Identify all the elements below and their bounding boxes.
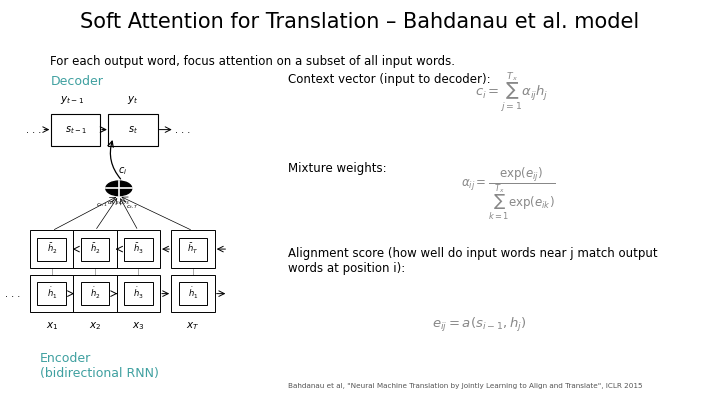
FancyBboxPatch shape	[179, 237, 207, 261]
Text: $x_1$: $x_1$	[45, 320, 58, 332]
FancyBboxPatch shape	[30, 275, 73, 312]
Text: $y_{t-1}$: $y_{t-1}$	[60, 94, 84, 107]
Text: $x_3$: $x_3$	[132, 320, 145, 332]
Text: $c_{t,T}$: $c_{t,T}$	[127, 204, 139, 211]
FancyBboxPatch shape	[124, 237, 153, 261]
FancyBboxPatch shape	[81, 282, 109, 305]
FancyBboxPatch shape	[37, 237, 66, 261]
FancyBboxPatch shape	[30, 230, 73, 268]
Text: $\bar{h}_2$: $\bar{h}_2$	[90, 242, 100, 256]
Text: . . .: . . .	[5, 289, 21, 298]
Text: $s_{t-1}$: $s_{t-1}$	[65, 124, 86, 136]
Text: $\dot{h}_1$: $\dot{h}_1$	[188, 286, 198, 301]
Text: $\bar{h}_3$: $\bar{h}_3$	[133, 242, 143, 256]
FancyBboxPatch shape	[50, 113, 101, 145]
FancyBboxPatch shape	[171, 275, 215, 312]
Text: $\bar{h}_2$: $\bar{h}_2$	[47, 242, 57, 256]
Text: Decoder: Decoder	[50, 75, 103, 88]
Text: Mixture weights:: Mixture weights:	[288, 162, 387, 175]
Text: $c_{t,3}$: $c_{t,3}$	[118, 200, 130, 207]
Text: $\dot{h}_1$: $\dot{h}_1$	[47, 286, 57, 301]
Text: For each output word, focus attention on a subset of all input words.: For each output word, focus attention on…	[50, 55, 455, 68]
Text: $c_{t,1}$: $c_{t,1}$	[96, 202, 108, 209]
Text: Encoder
(bidirectional RNN): Encoder (bidirectional RNN)	[40, 352, 158, 380]
FancyBboxPatch shape	[117, 275, 160, 312]
FancyBboxPatch shape	[124, 282, 153, 305]
Text: Soft Attention for Translation – Bahdanau et al. model: Soft Attention for Translation – Bahdana…	[81, 12, 639, 32]
FancyBboxPatch shape	[108, 113, 158, 145]
Text: $\dot{h}_3$: $\dot{h}_3$	[133, 286, 143, 301]
Text: $c_i = \sum_{j=1}^{T_x} \alpha_{ij} h_j$: $c_i = \sum_{j=1}^{T_x} \alpha_{ij} h_j$	[475, 71, 549, 115]
Text: $x_2$: $x_2$	[89, 320, 102, 332]
Text: $\dot{h}_2$: $\dot{h}_2$	[90, 286, 100, 301]
Text: $\alpha_{ij} = \dfrac{\exp(e_{ij})}{\sum_{k=1}^{T_x} \exp(e_{ik})}$: $\alpha_{ij} = \dfrac{\exp(e_{ij})}{\sum…	[461, 166, 555, 222]
FancyBboxPatch shape	[37, 282, 66, 305]
FancyBboxPatch shape	[117, 230, 160, 268]
FancyBboxPatch shape	[179, 282, 207, 305]
Text: . . .: . . .	[174, 125, 190, 134]
FancyBboxPatch shape	[81, 237, 109, 261]
Text: $x_T$: $x_T$	[186, 320, 199, 332]
FancyBboxPatch shape	[171, 230, 215, 268]
Text: Bahdanau et al, "Neural Machine Translation by Jointly Learning to Align and Tra: Bahdanau et al, "Neural Machine Translat…	[288, 383, 643, 389]
Text: $e_{ij} = a(s_{i-1}, h_j)$: $e_{ij} = a(s_{i-1}, h_j)$	[432, 316, 526, 334]
FancyBboxPatch shape	[73, 230, 117, 268]
Text: $\alpha_{t,2}$: $\alpha_{t,2}$	[107, 200, 120, 207]
Text: $s_t$: $s_t$	[128, 124, 138, 136]
Text: Alignment score (how well do input words near j match output
words at position i: Alignment score (how well do input words…	[288, 247, 657, 275]
Circle shape	[106, 181, 132, 196]
Text: . . .: . . .	[26, 125, 42, 134]
Text: $\bar{h}_T$: $\bar{h}_T$	[187, 242, 199, 256]
Text: Context vector (input to decoder):: Context vector (input to decoder):	[288, 73, 490, 86]
Text: $y_t$: $y_t$	[127, 94, 139, 107]
Text: $c_i$: $c_i$	[118, 165, 127, 177]
FancyBboxPatch shape	[73, 275, 117, 312]
